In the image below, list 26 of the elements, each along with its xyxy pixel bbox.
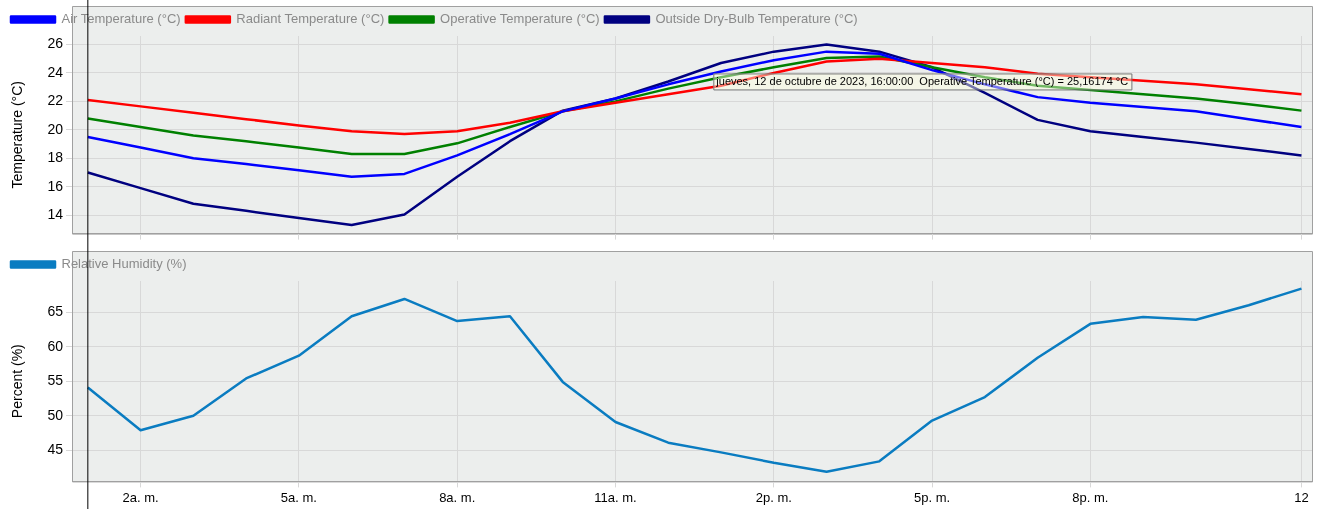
- x-tick-label: 8a. m.: [439, 489, 476, 505]
- x-tick-label: 11a. m.: [594, 489, 637, 505]
- y-tick-label: 60: [47, 337, 64, 354]
- y-tick-label: 45: [47, 441, 64, 458]
- x-tick-label: 12: [1294, 489, 1309, 505]
- y-axis-title: Temperature (°C): [9, 81, 26, 189]
- y-tick-label: 14: [47, 205, 64, 222]
- x-tick-label: 5p. m.: [914, 489, 951, 505]
- x-tick-label: 5a. m.: [280, 489, 317, 505]
- y-tick-label: 22: [47, 92, 64, 109]
- annotation: jueves, 12 de octubre de 2023, 16:00:00 Operative Temperature (°C) = 25,16174 °C: [715, 74, 1129, 87]
- legend-label: Operative Temperature (°C): [440, 11, 600, 27]
- x-tick-label: 2p. m.: [755, 489, 792, 505]
- x-tick-label: 2a. m.: [122, 489, 159, 505]
- legend-label: Outside Dry-Bulb Temperature (°C): [655, 11, 858, 27]
- y-tick-label: 18: [47, 149, 64, 166]
- y-tick-label: 26: [47, 35, 64, 52]
- y-tick-label: 50: [47, 406, 64, 423]
- y-axis-title: Percent (%): [9, 344, 26, 419]
- y-tick-label: 16: [47, 177, 64, 194]
- y-tick-label: 55: [47, 372, 64, 389]
- legend-label: Radiant Temperature (°C): [236, 11, 385, 27]
- x-tick-label: 8p. m.: [1072, 489, 1109, 505]
- y-tick-label: 20: [47, 120, 64, 137]
- y-tick-label: 65: [47, 302, 64, 319]
- y-tick-label: 24: [47, 63, 64, 80]
